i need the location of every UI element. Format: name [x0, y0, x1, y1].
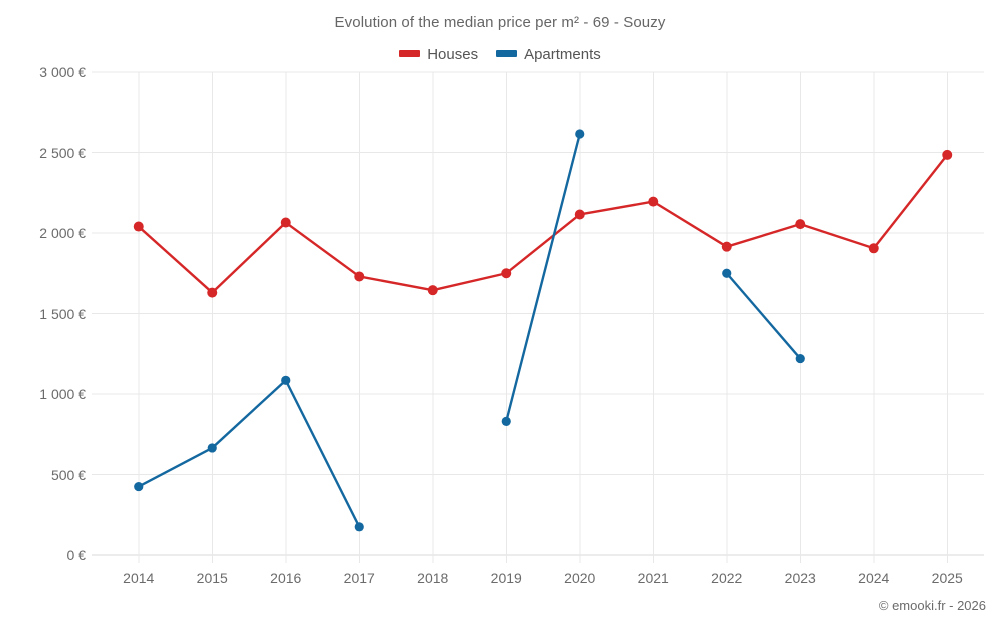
series-line-houses: [137, 153, 949, 294]
y-axis-tick-label: 500 €: [50, 466, 86, 483]
x-axis-tick-label: 2025: [931, 570, 963, 586]
data-point-marker[interactable]: [722, 268, 732, 278]
chart-legend: Houses Apartments: [0, 45, 1000, 63]
data-point-marker[interactable]: [795, 219, 806, 230]
data-point-marker[interactable]: [133, 221, 144, 232]
legend-swatch-houses: [399, 49, 421, 57]
data-point-marker[interactable]: [280, 217, 291, 228]
y-axis-tick-label: 1 500 €: [39, 305, 86, 322]
x-axis-tick-label: 2019: [490, 570, 522, 586]
x-axis-tick-label: 2022: [711, 570, 743, 586]
data-point-marker[interactable]: [354, 271, 365, 282]
data-point-marker[interactable]: [795, 353, 805, 364]
legend-item-apartments[interactable]: Apartments: [496, 45, 601, 63]
x-axis-tick-label: 2015: [196, 570, 228, 586]
y-axis-tick-label: 2 000 €: [39, 225, 86, 241]
chart-title: Evolution of the median price per m² - 6…: [334, 14, 666, 31]
series-line-apartments: [725, 272, 802, 360]
series-lines: [137, 132, 949, 529]
legend-label-apartments: Apartments: [524, 45, 601, 63]
y-axis-tick-label: 1 000 €: [39, 386, 86, 402]
legend-swatch-apartments: [496, 49, 518, 57]
series-line-apartments: [137, 379, 361, 529]
data-point-marker[interactable]: [134, 481, 144, 492]
data-point-marker[interactable]: [648, 196, 659, 207]
x-axis-tick-label: 2016: [270, 570, 302, 586]
series-line-apartments: [505, 132, 581, 423]
data-point-marker[interactable]: [575, 129, 585, 139]
x-axis-tick-label: 2024: [858, 570, 890, 586]
x-axis-tick-label: 2014: [123, 570, 155, 586]
y-axis-tick-label: 2 500 €: [39, 144, 86, 161]
data-point-marker[interactable]: [207, 443, 217, 453]
y-axis-tick-label: 3 000 €: [39, 64, 86, 80]
data-point-marker[interactable]: [501, 268, 512, 279]
x-axis-tick-label: 2017: [343, 570, 375, 586]
data-point-marker[interactable]: [281, 375, 291, 385]
series-markers: [133, 129, 953, 532]
data-point-marker[interactable]: [942, 149, 953, 160]
x-axis-tick-label: 2020: [564, 570, 596, 586]
data-point-marker[interactable]: [721, 241, 732, 252]
x-tick-marks: [138, 555, 948, 563]
y-axis-tick-label: 0 €: [66, 547, 86, 563]
data-point-marker[interactable]: [354, 522, 364, 532]
x-axis-tick-label: 2023: [784, 570, 816, 586]
data-point-marker[interactable]: [427, 285, 438, 296]
x-axis-tick-label: 2021: [637, 570, 669, 586]
data-point-marker[interactable]: [501, 416, 511, 426]
copyright-credit: © emooki.fr - 2026: [878, 598, 986, 613]
data-point-marker[interactable]: [207, 287, 218, 298]
legend-label-houses: Houses: [427, 45, 479, 63]
x-axis-tick-label: 2018: [417, 570, 449, 586]
gridlines: [92, 71, 984, 556]
data-point-marker[interactable]: [574, 209, 585, 220]
legend-item-houses[interactable]: Houses: [399, 45, 478, 63]
data-point-marker[interactable]: [868, 243, 879, 254]
